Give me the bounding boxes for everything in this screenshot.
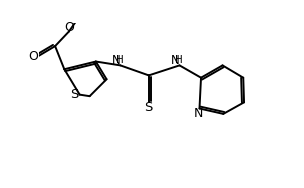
Text: H: H (116, 55, 124, 65)
Text: N: N (194, 107, 203, 120)
Text: S: S (70, 88, 79, 101)
Text: S: S (145, 101, 153, 114)
Text: N: N (112, 54, 121, 67)
Text: N: N (171, 54, 180, 67)
Text: H: H (175, 55, 183, 65)
Text: O: O (28, 50, 38, 63)
Text: O: O (64, 21, 74, 34)
